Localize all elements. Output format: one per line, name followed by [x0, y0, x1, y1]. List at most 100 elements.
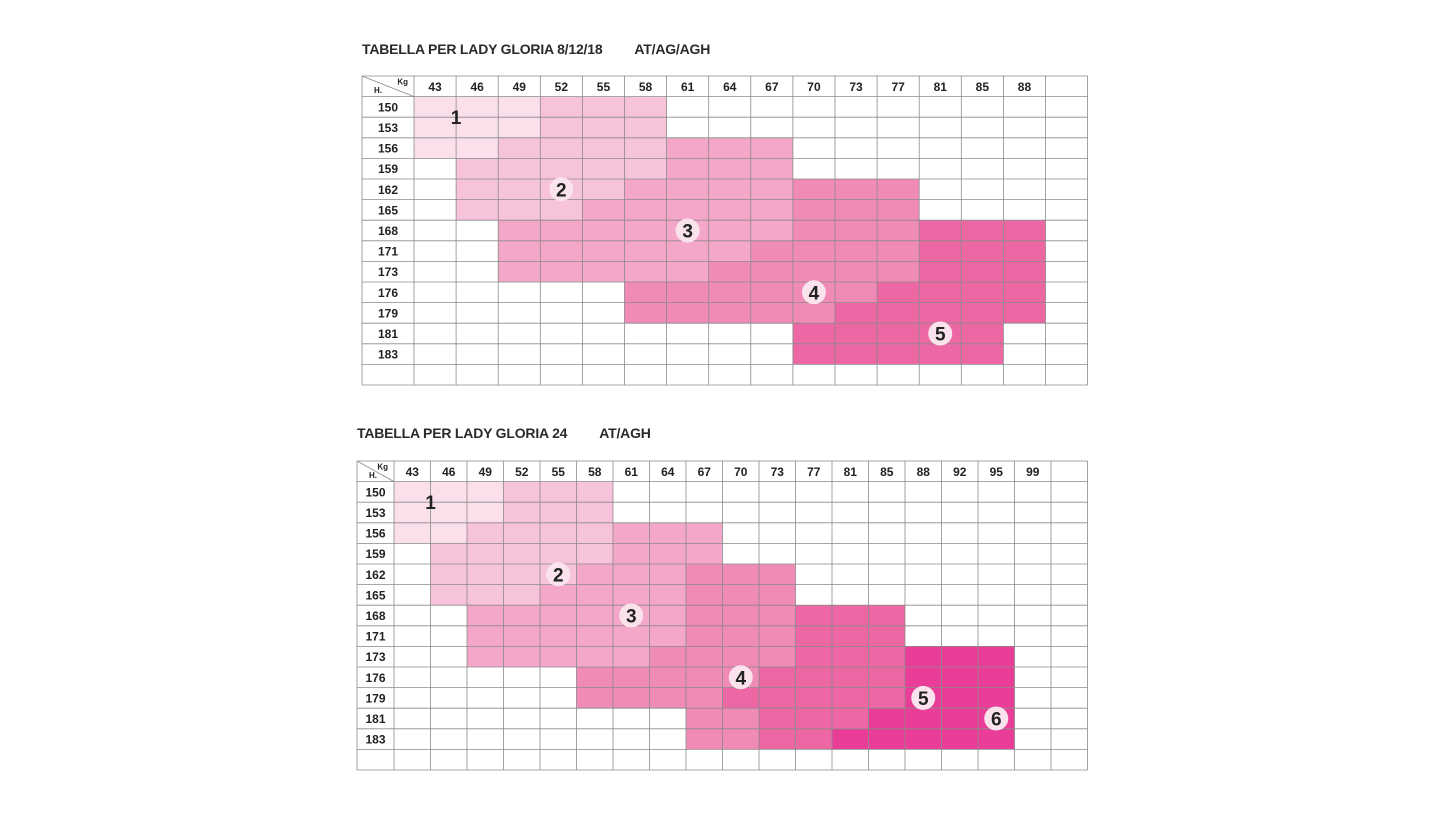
zone-5-cell [961, 240, 1004, 262]
zone-4-cell [750, 302, 793, 324]
zone-3-cell [686, 522, 723, 544]
zone-3-cell [686, 543, 723, 564]
weight-header: 81 [934, 80, 948, 94]
zone-2-cell [624, 96, 667, 118]
zone-3-cell [576, 646, 613, 667]
corner-diagonal [361, 75, 415, 97]
zone-2-cell [576, 522, 613, 544]
height-header: 156 [378, 142, 398, 156]
table-1-code: AT/AG/AGH [634, 41, 711, 57]
weight-header: 77 [891, 80, 905, 94]
zone-3-cell [540, 240, 583, 262]
zone-4-cell [686, 564, 723, 585]
zone-2-cell [498, 179, 541, 200]
zone-5-cell [759, 687, 796, 709]
zone-3-cell [750, 158, 793, 179]
zone-3-cell [666, 137, 709, 159]
height-header: 173 [378, 265, 398, 279]
zone-4-cell [686, 625, 723, 647]
zone-5-cell [795, 687, 832, 709]
zone-5-cell [759, 708, 796, 729]
zone-2-label: 2 [553, 565, 564, 586]
zone-4-cell [759, 584, 796, 606]
zone-3-cell [750, 199, 793, 221]
weight-header: 55 [597, 80, 611, 94]
zone-3-cell [576, 625, 613, 647]
zone-1-cell [430, 522, 467, 544]
zone-3-label: 3 [682, 222, 693, 243]
zone-5-cell [832, 625, 869, 647]
zone-4-label: 4 [735, 668, 746, 689]
height-header: 179 [378, 306, 398, 320]
weight-header: 43 [406, 465, 420, 479]
zone-3-cell [540, 584, 577, 606]
zone-3-cell [503, 646, 540, 667]
zone-4-cell [576, 667, 613, 688]
zone-4-cell [722, 646, 759, 667]
zone-2-cell [467, 584, 504, 606]
height-header: 183 [378, 348, 398, 362]
zone-4-cell [750, 282, 793, 303]
zone-2-cell [540, 522, 577, 544]
zone-3-cell [649, 584, 686, 606]
zone-5-cell [832, 646, 869, 667]
zone-4-cell [877, 220, 920, 241]
weight-header: 67 [698, 465, 712, 479]
height-header: 159 [378, 162, 398, 176]
zone-3-label: 3 [626, 607, 637, 628]
zone-1-cell [456, 96, 499, 118]
zone-4-cell [686, 646, 723, 667]
zone-3-cell [666, 240, 709, 262]
zone-6-cell [941, 728, 978, 750]
zone-3-cell [708, 240, 751, 262]
table-2-title: TABELLA PER LADY GLORIA 24 AT/AGH [357, 425, 651, 441]
zone-5-cell [832, 667, 869, 688]
corner-diagonal [356, 460, 395, 482]
zone-2-cell [503, 502, 540, 523]
zone-4-cell [877, 199, 920, 221]
zone-4-cell [722, 625, 759, 647]
zone-2-badge [546, 562, 571, 587]
zone-6-cell [905, 667, 942, 688]
zone-3-cell [467, 646, 504, 667]
height-axis-label: H. [374, 86, 382, 95]
zone-4-cell [686, 667, 723, 688]
zone-4-cell [750, 261, 793, 282]
zone-2-cell [503, 584, 540, 606]
zone-3-cell [467, 605, 504, 626]
height-header: 150 [378, 100, 398, 114]
zone-3-cell [649, 605, 686, 626]
zone-5-cell [835, 343, 878, 365]
zone-5-cell [868, 687, 905, 709]
zone-5-cell [759, 728, 796, 750]
zone-4-cell [708, 302, 751, 324]
zone-6-cell [868, 728, 905, 750]
zone-6-cell [905, 646, 942, 667]
weight-header: 88 [917, 465, 931, 479]
zone-4-cell [649, 667, 686, 688]
zone-6-cell [941, 708, 978, 729]
zone-3-cell [540, 220, 583, 241]
zone-3-cell [624, 220, 667, 241]
zone-2-cell [582, 96, 625, 118]
height-header: 150 [365, 485, 385, 499]
weight-axis-label: Kg [377, 463, 388, 472]
zone-4-label: 4 [809, 283, 820, 304]
zone-4-cell [877, 179, 920, 200]
zone-2-cell [430, 564, 467, 585]
zone-4-cell [708, 282, 751, 303]
zone-4-cell [759, 646, 796, 667]
zone-4-cell [792, 240, 835, 262]
weight-axis-label: Kg [397, 78, 408, 87]
zone-5-cell [832, 708, 869, 729]
zone-4-cell [750, 240, 793, 262]
zone-6-cell [832, 728, 869, 750]
zone-3-cell [708, 158, 751, 179]
zone-4-cell [759, 564, 796, 585]
zone-2-label: 2 [556, 180, 567, 201]
zone-2-cell [624, 137, 667, 159]
zone-4-cell [649, 687, 686, 709]
zone-6-cell [941, 687, 978, 709]
zone-5-cell [961, 343, 1004, 365]
zone-3-cell [613, 522, 650, 544]
